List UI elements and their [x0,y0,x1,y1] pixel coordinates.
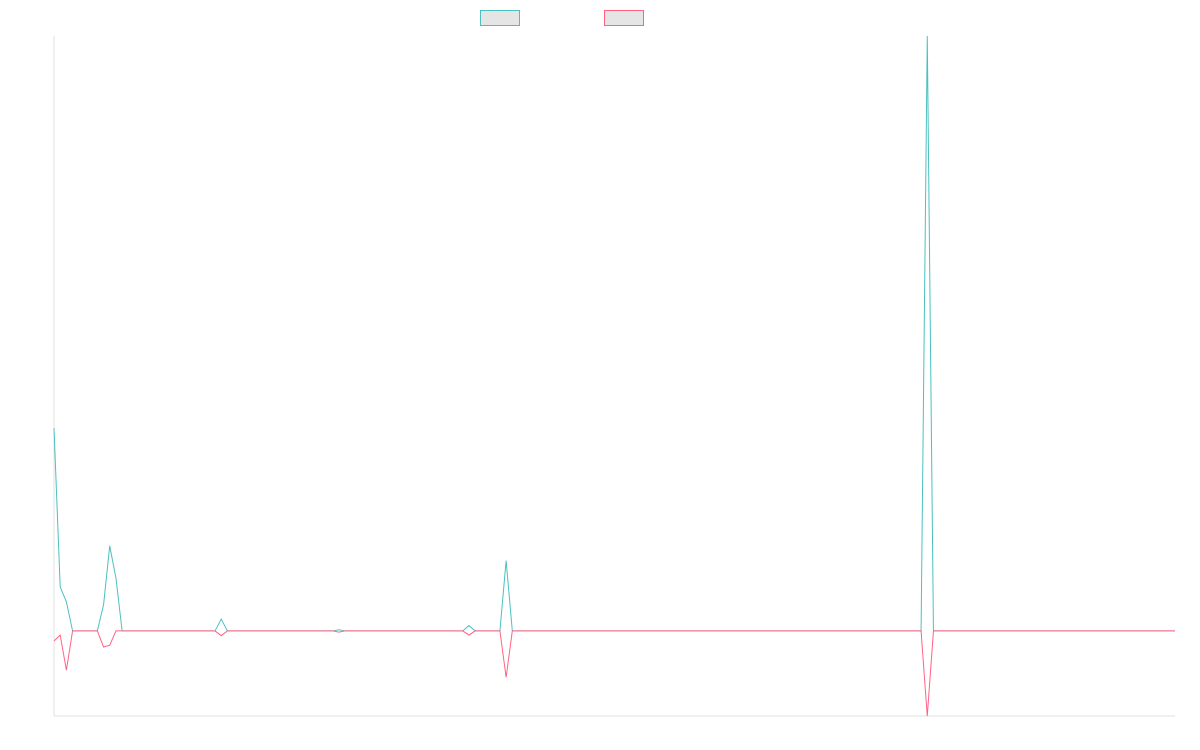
legend [480,10,644,26]
legend-swatch-2[interactable] [604,10,644,26]
series-group [53,35,1175,717]
series-line-2 [53,630,1175,717]
series-line-1 [53,35,1175,632]
legend-swatch-1[interactable] [480,10,520,26]
